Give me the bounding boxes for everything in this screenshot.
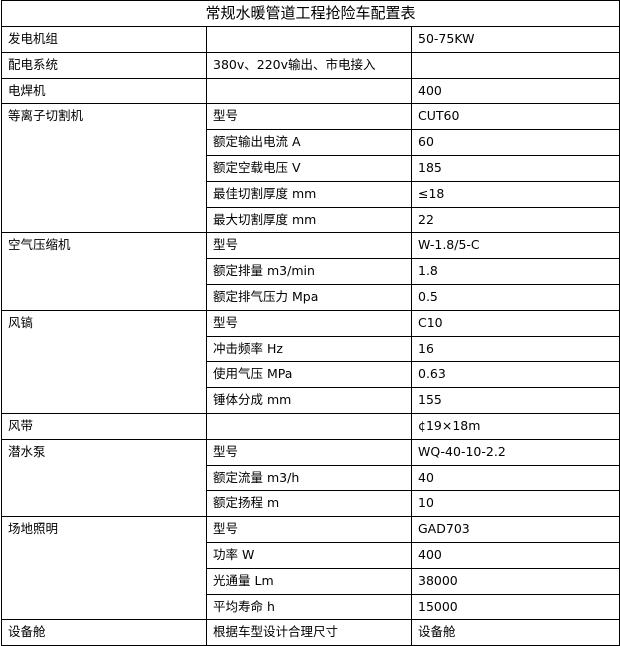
value-cell: 50-75KW (410, 26, 620, 53)
value-cell: 155 (410, 387, 620, 414)
value-cell: GAD703 (410, 516, 620, 543)
table-row: 额定输出电流 A 60 (2, 129, 620, 156)
value-cell: W-1.8/5-C (410, 232, 620, 260)
spec-cell: 冲击频率 Hz (206, 335, 412, 363)
table-row: 平均寿命 h 15000 (2, 593, 620, 621)
table-title: 常规水暖管道工程抢险车配置表 (0, 0, 620, 27)
spec-cell: 型号 (206, 438, 412, 466)
value-cell: C10 (410, 309, 620, 337)
value-cell: ¢19×18m (410, 412, 620, 440)
table-row: 使用气压 MPa 0.63 (2, 361, 620, 389)
spec-cell: 额定排气压力 Mpa (206, 283, 412, 311)
value-cell: 185 (410, 154, 620, 182)
value-cell: 38000 (410, 567, 620, 595)
value-cell: 60 (410, 129, 620, 156)
table-row: 潜水泵 型号 WQ-40-10-2.2 (1, 438, 620, 518)
table-row: 设备舱 根据车型设计合理尺寸 设备舱 (1, 619, 620, 646)
value-cell: 1.8 (410, 258, 620, 285)
value-cell: 16 (410, 335, 620, 363)
value-cell: WQ-40-10-2.2 (410, 438, 620, 466)
table-row: 风镐 型号 C10 (1, 309, 620, 414)
spec-cell: 最大切割厚度 mm (206, 206, 412, 234)
title-row: 常规水暖管道工程抢险车配置表 (0, 0, 620, 27)
spec-cell: 最佳切割厚度 mm (206, 180, 412, 208)
spec-cell: 使用气压 MPa (206, 361, 412, 389)
value-cell: 40 (410, 464, 620, 492)
value-cell: 10 (410, 490, 620, 518)
item-name-cell: 风带 (1, 412, 207, 440)
table-row: 光通量 Lm 38000 (2, 567, 620, 595)
value-cell: 400 (410, 77, 620, 105)
value-cell: 0.5 (410, 283, 620, 311)
spec-cell: 光通量 Lm (206, 567, 412, 595)
item-name-cell: 电焊机 (1, 77, 207, 105)
item-name-cell: 发电机组 (1, 26, 207, 53)
value-cell: 0.63 (410, 361, 620, 389)
table-row: 锤体分成 mm 155 (2, 387, 620, 414)
spec-cell (206, 77, 412, 105)
table-row: 空气压缩机 型号 W-1.8/5-C (1, 232, 620, 311)
table-row: 额定排气压力 Mpa 0.5 (2, 283, 620, 311)
table-row: 发电机组 50-75KW (1, 26, 620, 53)
spec-cell: 额定扬程 m (206, 490, 412, 518)
table-row: 额定排量 m3/min 1.8 (2, 258, 620, 285)
table-row: 冲击频率 Hz 16 (2, 335, 620, 363)
table-row: 功率 W 400 (2, 541, 620, 569)
table-row: 最佳切割厚度 mm ≤18 (2, 180, 620, 208)
spec-cell: 型号 (206, 232, 412, 260)
item-name-cell: 潜水泵 (1, 438, 207, 518)
value-cell: 15000 (410, 593, 620, 621)
value-cell: 400 (410, 541, 620, 569)
value-cell: 22 (410, 206, 620, 234)
table-row: 配电系统 380v、220v输出、市电接入 (1, 51, 620, 79)
table-row: 最大切割厚度 mm 22 (2, 206, 620, 234)
spec-cell (206, 412, 412, 440)
table-row: 额定空载电压 V 185 (2, 154, 620, 182)
value-cell: CUT60 (410, 103, 620, 131)
spec-cell: 380v、220v输出、市电接入 (206, 51, 412, 79)
spec-cell: 型号 (206, 103, 412, 131)
table-row: 场地照明 型号 GAD703 (1, 516, 620, 621)
item-name-cell: 配电系统 (1, 51, 207, 79)
table-row: 等离子切割机 型号 CUT60 (1, 103, 620, 234)
item-name-cell: 等离子切割机 (1, 103, 207, 234)
spec-cell: 平均寿命 h (206, 593, 412, 621)
spec-cell: 锤体分成 mm (206, 387, 412, 414)
item-name-cell: 风镐 (1, 309, 207, 414)
spec-cell: 功率 W (206, 541, 412, 569)
item-name-cell: 场地照明 (1, 516, 207, 621)
value-cell: 设备舱 (410, 619, 620, 646)
item-name-cell: 空气压缩机 (1, 232, 207, 311)
spec-cell: 额定空载电压 V (206, 154, 412, 182)
spec-cell: 型号 (206, 516, 412, 543)
value-cell: ≤18 (410, 180, 620, 208)
spec-cell: 额定流量 m3/h (206, 464, 412, 492)
table-row: 风带 ¢19×18m (1, 412, 620, 440)
item-name-cell: 设备舱 (1, 619, 207, 646)
spec-cell (206, 26, 412, 53)
spec-cell: 型号 (206, 309, 412, 337)
value-cell (410, 51, 620, 79)
spec-cell: 额定输出电流 A (206, 129, 412, 156)
table-row: 电焊机 400 (1, 77, 620, 105)
spec-cell: 额定排量 m3/min (206, 258, 412, 285)
spec-cell: 根据车型设计合理尺寸 (206, 619, 412, 646)
